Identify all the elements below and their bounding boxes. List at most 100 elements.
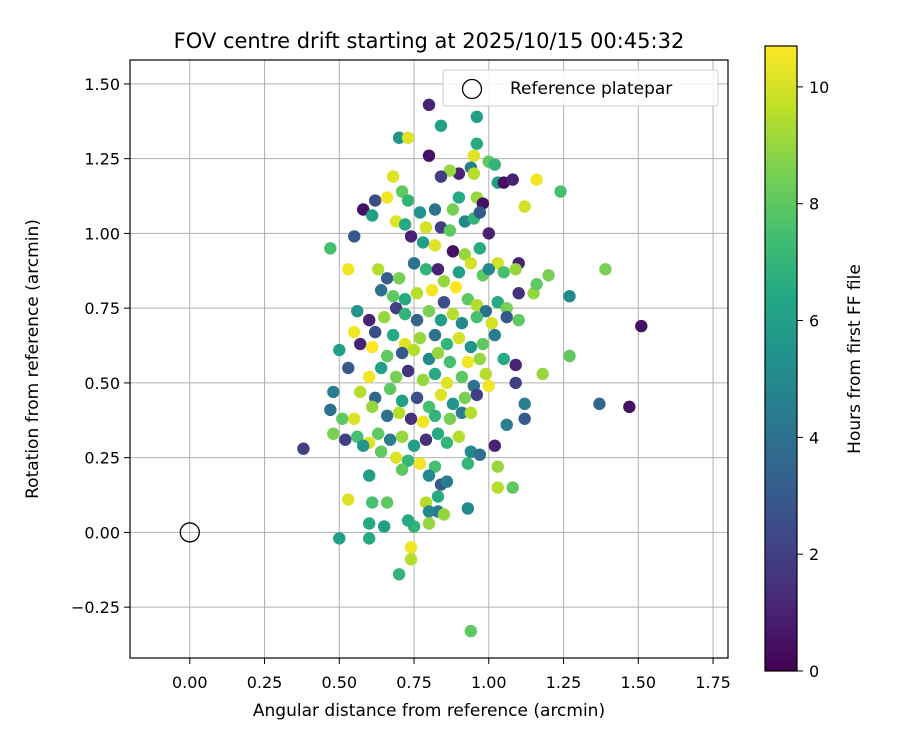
colorbar: 0 2 4 6 8 10 Hours from first FF file [764, 45, 865, 681]
data-point [419, 263, 433, 276]
data-point [416, 415, 430, 428]
chart-title: FOV centre drift starting at 2025/10/15 … [174, 29, 685, 53]
data-point [446, 397, 460, 411]
data-point [374, 284, 388, 297]
legend-hollow-circle-icon [461, 78, 483, 100]
data-point [530, 173, 543, 186]
colorbar-gradient [764, 45, 798, 672]
data-point [488, 328, 501, 342]
data-point [443, 355, 457, 369]
data-point [404, 553, 418, 566]
data-point [428, 328, 442, 342]
colorbar-tick-label: 8 [809, 195, 819, 214]
data-point [395, 430, 409, 443]
data-point [392, 406, 406, 420]
data-point [383, 382, 397, 396]
data-point [473, 352, 487, 366]
data-point [467, 167, 481, 180]
x-tick-label: 1.50 [620, 673, 656, 692]
data-point [458, 391, 472, 405]
data-point [380, 191, 394, 204]
data-point [398, 218, 412, 231]
data-point [467, 149, 481, 162]
data-point [407, 439, 421, 452]
data-point [416, 373, 430, 387]
data-point [563, 349, 576, 363]
data-point [446, 245, 460, 258]
data-point [479, 367, 493, 381]
data-point [348, 325, 361, 339]
data-point [443, 164, 457, 177]
data-point [407, 257, 421, 270]
x-axis-label: Angular distance from reference (arcmin) [253, 701, 605, 721]
data-point [437, 275, 451, 288]
data-point [473, 242, 487, 255]
y-tick-label: 1.25 [84, 150, 120, 169]
data-point [351, 304, 364, 318]
data-point [536, 367, 549, 381]
data-point [348, 230, 361, 243]
data-point [357, 439, 370, 452]
data-point [506, 173, 519, 186]
data-point [452, 191, 466, 204]
data-point [455, 406, 469, 420]
data-point [374, 361, 388, 375]
data-point [377, 520, 391, 533]
data-point [491, 481, 504, 494]
data-point [422, 469, 436, 482]
data-point [383, 433, 397, 446]
data-point [365, 209, 379, 222]
data-point [398, 293, 412, 306]
y-tick-label: 1.50 [84, 75, 120, 94]
data-point [401, 454, 415, 467]
data-point [386, 328, 400, 342]
data-point [464, 624, 478, 638]
data-point [509, 263, 522, 276]
data-point [413, 331, 427, 345]
data-point [497, 352, 510, 366]
data-point [530, 278, 543, 291]
x-tick-label: 0.00 [172, 673, 208, 692]
y-tick-label: 0.50 [84, 374, 120, 393]
data-point [461, 502, 475, 515]
data-point [485, 316, 498, 330]
data-point [428, 460, 442, 473]
data-point [342, 361, 355, 375]
data-point [449, 281, 463, 294]
data-point [398, 307, 412, 321]
data-point [461, 355, 475, 369]
data-point [422, 505, 436, 518]
data-point [593, 397, 606, 411]
data-point [509, 376, 522, 390]
colorbar-tick-label: 10 [809, 78, 829, 97]
data-point [491, 257, 504, 270]
data-point [464, 406, 478, 420]
data-point [422, 400, 436, 414]
data-point [434, 170, 448, 183]
data-point [455, 370, 469, 384]
x-tick-label: 0.25 [247, 673, 283, 692]
data-point [488, 158, 501, 171]
data-point [342, 493, 355, 506]
data-point [554, 185, 567, 198]
data-point [380, 272, 394, 285]
data-point [458, 248, 472, 261]
data-point [419, 221, 433, 234]
data-point [440, 436, 454, 449]
data-point [386, 290, 400, 303]
data-point [470, 110, 484, 124]
data-point [401, 194, 415, 207]
data-point [363, 469, 376, 482]
data-point [452, 331, 466, 345]
data-point [422, 517, 436, 530]
data-point [437, 508, 451, 521]
data-point [440, 376, 454, 390]
data-point [348, 412, 361, 425]
y-axis-ticks: −0.25 0.00 0.25 0.50 0.75 1.00 1.25 1.50 [71, 75, 130, 617]
data-point [431, 263, 445, 276]
data-point [431, 427, 445, 440]
data-point [336, 412, 349, 425]
data-point [476, 337, 490, 351]
data-point [365, 496, 379, 509]
data-point [509, 358, 522, 372]
